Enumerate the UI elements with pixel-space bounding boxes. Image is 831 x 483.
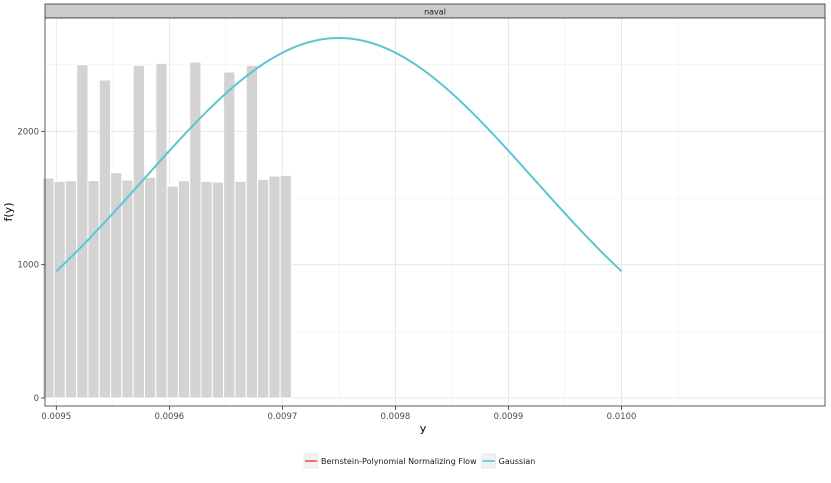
histogram-bar bbox=[268, 175, 281, 399]
histogram-bar bbox=[177, 180, 191, 399]
histogram-bar bbox=[223, 71, 236, 399]
x-tick-label: 0.0098 bbox=[381, 412, 411, 422]
histogram-bar bbox=[211, 181, 225, 399]
histogram-bars bbox=[42, 61, 292, 399]
density-curves bbox=[55, 36, 623, 273]
histogram-bar bbox=[245, 64, 259, 399]
histogram-bar bbox=[64, 180, 78, 399]
y-tick-label: 2000 bbox=[17, 127, 39, 137]
x-tick-label: 0.0100 bbox=[607, 412, 637, 422]
histogram-bar bbox=[279, 174, 292, 399]
histogram-bar bbox=[189, 61, 202, 399]
x-axis: 0.0095 0.0096 0.0097 0.0098 0.0099 0.0100 bbox=[41, 406, 636, 422]
histogram-bar bbox=[42, 177, 55, 399]
y-axis: 0 1000 2000 bbox=[17, 127, 45, 404]
histogram-bar bbox=[143, 176, 157, 399]
histogram-bar bbox=[234, 180, 247, 399]
histogram-bar bbox=[166, 185, 179, 399]
x-tick-label: 0.0095 bbox=[41, 412, 71, 422]
legend: Bernstein-Polynomial Normalizing Flow Gau… bbox=[303, 453, 536, 469]
x-tick-label: 0.0097 bbox=[268, 412, 298, 422]
legend-label: Bernstein-Polynomial Normalizing Flow bbox=[321, 457, 477, 466]
histogram-bar bbox=[121, 179, 134, 399]
gaussian-curve bbox=[55, 36, 623, 273]
x-tick-label: 0.0096 bbox=[154, 412, 184, 422]
x-axis-title: y bbox=[420, 422, 427, 435]
histogram-bar bbox=[132, 64, 145, 399]
y-axis-title: f(y) bbox=[2, 203, 15, 222]
histogram-bar bbox=[87, 180, 100, 399]
y-tick-label: 0 bbox=[34, 394, 39, 404]
plot-border bbox=[44, 17, 826, 407]
legend-label: Gaussian bbox=[499, 457, 536, 466]
histogram-bar bbox=[155, 62, 168, 399]
histogram-bar bbox=[53, 180, 66, 399]
facet-label: naval bbox=[424, 8, 446, 17]
x-tick-label: 0.0099 bbox=[494, 412, 524, 422]
histogram-bar bbox=[98, 79, 112, 399]
histogram-bar bbox=[257, 178, 270, 399]
histogram-bar bbox=[200, 180, 213, 399]
y-tick-label: 1000 bbox=[17, 261, 39, 271]
histogram-bar bbox=[76, 64, 89, 399]
